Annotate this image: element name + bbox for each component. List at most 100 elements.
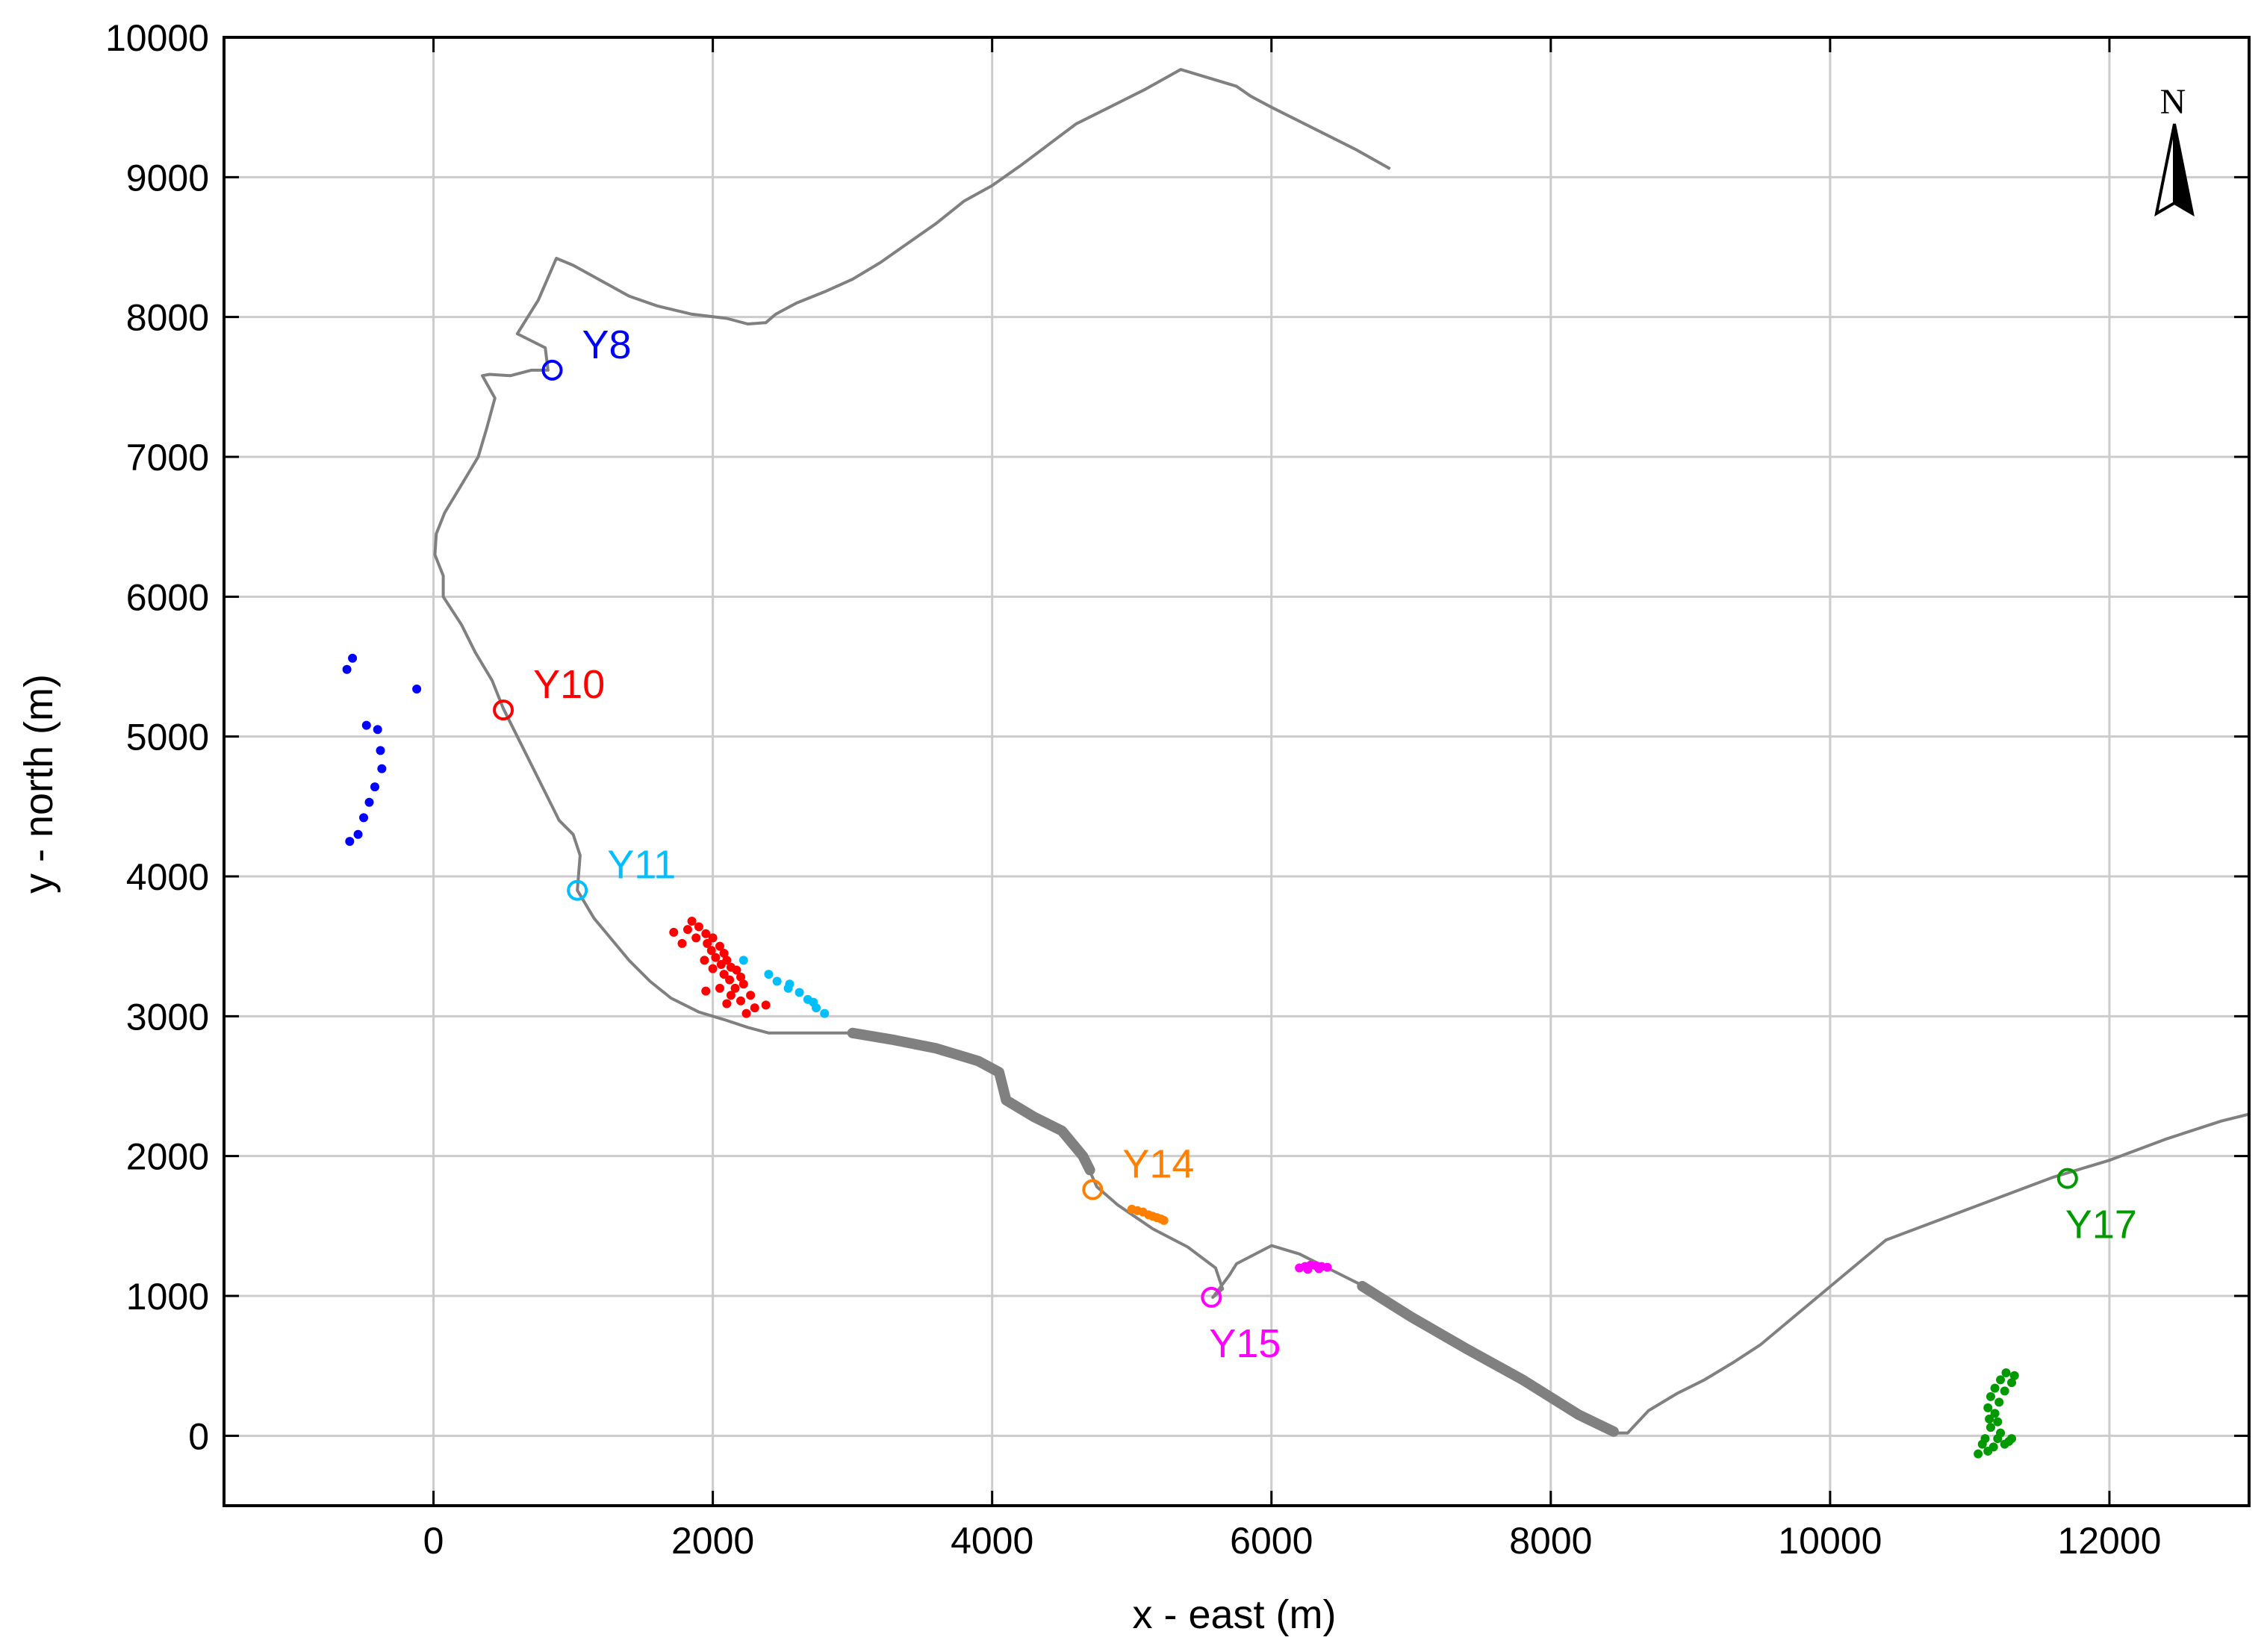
data-point-y8 [377,764,387,773]
data-point-y10 [736,972,746,982]
data-point-y17 [2000,1386,2009,1396]
site-label-y8: Y8 [582,322,632,367]
axis-ticks: 0 2000 4000 6000 8000 10000 12000 0 1000 2000 3000… [105,17,2249,1562]
data-point-y10 [682,925,692,935]
data-point-y10 [722,999,732,1009]
data-point-y17 [2007,1434,2017,1444]
data-point-y15 [1303,1265,1313,1274]
y-tick-label: 10000 [105,17,209,59]
site-label-y10: Y10 [533,662,605,707]
data-point-y10 [741,1009,751,1018]
plot-frame [223,36,2251,1507]
data-point-y8 [359,813,369,823]
data-point-y10 [736,996,746,1006]
data-point-y10 [706,946,716,956]
x-tick-label: 8000 [1509,1520,1592,1562]
data-points [342,653,2019,1459]
north-arrow-label: N [2160,82,2186,122]
data-point-y15 [1314,1264,1324,1274]
data-point-y17 [1977,1439,1987,1449]
x-axis-label: x - east (m) [1132,1592,1336,1637]
data-point-y17 [1985,1414,1994,1424]
data-point-y8 [370,782,379,792]
site-marker-y14 [1082,1179,1104,1200]
x-tick-label: 2000 [671,1520,754,1562]
data-point-y11 [809,997,818,1007]
data-point-y17 [1983,1403,1993,1412]
data-point-y10 [687,916,697,926]
y-tick-label: 3000 [126,996,209,1038]
data-point-y17 [2009,1371,2019,1380]
data-point-y10 [708,964,718,973]
data-point-y10 [761,1000,771,1010]
data-point-y8 [361,720,371,730]
data-point-y17 [2007,1378,2017,1388]
data-point-y8 [364,797,374,807]
data-point-y8 [412,684,422,693]
y-tick-label: 7000 [126,437,209,479]
y-tick-label: 6000 [126,576,209,618]
y-tick-label: 1000 [126,1276,209,1318]
coastline-dense-segment [847,1027,1095,1176]
y-tick-label: 0 [188,1415,209,1457]
data-point-y17 [1983,1446,1993,1456]
data-point-y11 [738,956,748,965]
data-point-y10 [701,929,711,938]
data-point-y8 [376,746,385,755]
data-point-y10 [719,970,729,979]
data-point-y10 [700,956,709,965]
site-marker-y10 [493,699,514,721]
data-point-y17 [2000,1439,2009,1449]
data-point-y10 [711,953,721,962]
data-point-y11 [820,1009,830,1018]
y-tick-label: 8000 [126,297,209,339]
site-marker-y8 [541,359,563,381]
north-arrow-right-half [2173,123,2195,216]
data-point-y11 [794,988,804,997]
site-marker-y17 [2056,1168,2078,1189]
data-point-y10 [725,975,735,985]
data-point-y17 [1993,1434,2003,1444]
coastline [433,68,2250,1437]
site-marker-y15 [1201,1286,1222,1308]
data-point-y14 [1159,1215,1169,1225]
data-point-y10 [746,991,756,1000]
y-axis-label: y - north (m) [16,674,61,894]
data-point-y17 [1985,1391,1995,1401]
data-point-y15 [1322,1262,1332,1272]
data-point-y8 [345,837,355,847]
data-point-y10 [677,938,687,948]
data-point-y17 [1996,1375,2006,1385]
data-point-y10 [726,991,736,1000]
data-point-y10 [715,941,724,951]
data-point-y8 [348,653,358,663]
y-tick-label: 9000 [126,157,209,199]
data-point-y17 [1993,1417,2003,1427]
data-point-y17 [1990,1383,2000,1393]
coastline-dense-segment [1357,1280,1619,1437]
data-point-y17 [1994,1397,2004,1407]
site-label-y14: Y14 [1122,1142,1194,1187]
data-point-y8 [373,725,382,735]
data-point-y17 [1974,1449,1983,1459]
x-tick-label: 0 [423,1520,444,1562]
data-point-y17 [2001,1368,2011,1378]
data-point-y10 [732,965,741,975]
site-label-y17: Y17 [2065,1203,2137,1247]
y-tick-label: 4000 [126,856,209,898]
site-label-y11: Y11 [607,843,676,888]
data-point-y10 [716,960,726,970]
x-tick-label: 6000 [1230,1520,1313,1562]
data-point-y10 [750,1003,759,1013]
data-point-y10 [703,938,712,948]
data-point-y10 [738,979,748,989]
north-arrow: N [2154,82,2195,216]
data-point-y10 [715,983,724,993]
data-point-y10 [708,933,718,943]
data-point-y10 [730,983,740,993]
data-point-y17 [1985,1423,1995,1433]
data-point-y17 [1990,1409,2000,1418]
data-point-y11 [764,970,774,979]
